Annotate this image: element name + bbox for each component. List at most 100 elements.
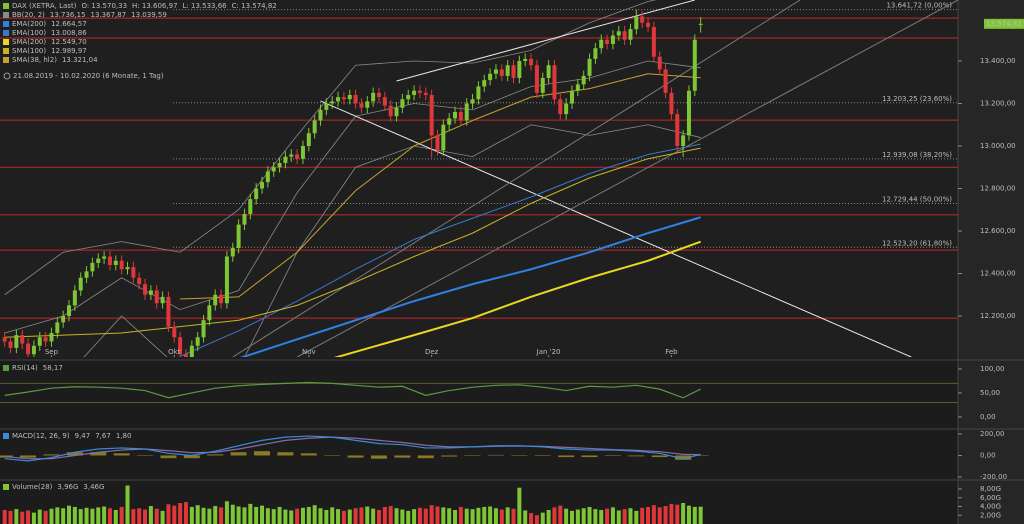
legend-text: O: 13.570,33 [81,2,127,10]
legend-text: EMA(200) [12,20,46,28]
x-tick-label: Feb [665,348,678,356]
histogram-bar [160,455,177,459]
volume-bar [113,510,118,524]
volume-bar [49,508,54,524]
volume-bar [219,507,224,524]
volume-bar [540,512,545,524]
legend-swatch [3,3,9,9]
legend-swatch [3,12,9,18]
volume-bar [493,508,498,524]
volume-bar [336,509,341,524]
histogram-bar [20,455,37,458]
y-tick-label: 13.200,00 [980,99,1016,107]
histogram-bar [324,455,341,456]
candle-body [599,39,604,49]
candle-body [137,277,142,285]
volume-bar [388,506,393,524]
legend-text: 7,67 [95,432,111,440]
candle-body [43,337,48,342]
volume-bar [552,507,557,524]
candle-body [341,97,346,100]
candle-body [616,31,621,36]
candle-body [219,294,224,304]
legend-swatch [3,21,9,27]
x-tick-label: Sep [45,348,59,356]
candle-body [113,260,118,265]
volume-bar [306,506,311,524]
volume-bar [137,508,142,524]
volume-bar [628,508,633,524]
volume-bar [8,510,13,524]
volume-bar [382,506,387,524]
volume-bar [341,510,346,524]
histogram-bar [43,454,60,456]
candle-body [499,69,504,76]
candle-body [622,31,627,40]
volume-bar [593,509,598,524]
candle-body [417,90,422,93]
volume-bar [230,504,235,524]
volume-bar [365,506,370,524]
candle-body [681,135,686,146]
volume-bar [400,509,405,524]
indicator-line [333,240,702,357]
candle-body [230,247,235,257]
candle-body [306,133,311,146]
volume-bar [371,508,376,524]
candle-body [2,337,7,342]
candle-body [207,305,212,321]
candle-body [429,94,434,136]
volume-bar [14,509,19,524]
main-panel [0,0,958,358]
candle-body [195,337,200,346]
candle-body [558,99,563,115]
volume-bar [172,505,177,524]
candle-body [189,345,194,357]
legend-text: 12.664,57 [51,20,87,28]
volume-bar [154,508,159,524]
candle-body [388,105,393,117]
histogram-bar [300,453,317,456]
volume-bar [417,507,422,524]
y-tick-label: 0,00 [980,451,996,459]
candle-body [224,256,229,304]
candle-body [277,162,282,168]
candle-body [663,69,668,93]
histogram-bar [183,455,200,459]
candle-body [453,111,458,119]
volume-bar [277,506,282,524]
volume-bar [183,502,188,524]
volume-bar [330,507,335,524]
candle-body [628,29,633,40]
candle-body [447,118,452,125]
volume-bar [26,510,31,524]
candle-body [517,60,522,78]
legend-text: 13.008,86 [51,29,87,37]
candle-body [587,58,592,76]
volume-bar [435,506,440,524]
volume-bar [423,508,428,524]
candle-body [172,326,177,338]
legend-text: 12.989,97 [51,47,87,55]
legend-text: Volume(28) [12,483,53,491]
volume-bar [283,509,288,524]
candle-body [107,256,112,265]
candle-body [581,75,586,85]
x-tick-label: Dez [425,348,439,356]
histogram-bar [464,455,481,456]
volume-bar [318,508,323,524]
candle-body [72,290,77,306]
candle-body [412,90,417,95]
candle-body [511,65,516,78]
volume-bar [441,507,446,524]
rsi-line [4,381,701,399]
volume-bar [61,508,66,524]
volume-bar [657,507,662,524]
legend-text: MACD(12, 26, 9) [12,432,70,440]
histogram-bar [90,452,107,456]
volume-bar [236,506,241,524]
legend-swatch [3,484,9,490]
candle-body [365,101,370,108]
legend-text: EMA(100) [12,29,46,37]
